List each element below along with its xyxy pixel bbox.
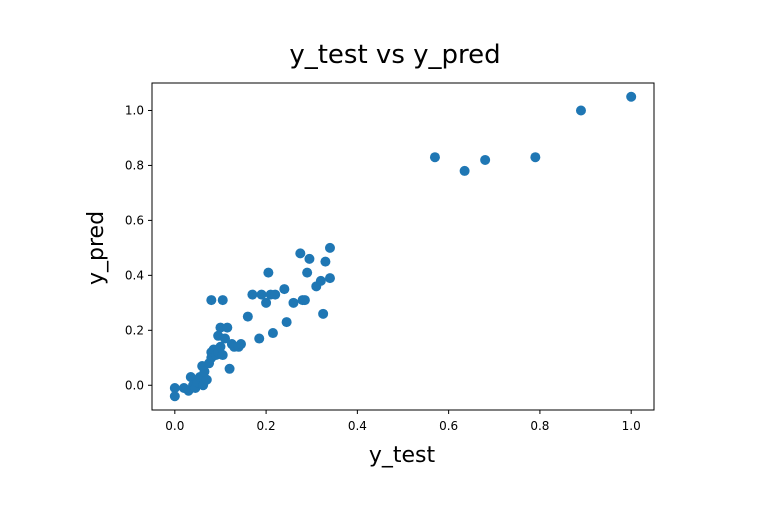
data-point — [247, 289, 258, 300]
data-point — [315, 275, 326, 286]
data-point — [302, 267, 313, 278]
data-point — [304, 253, 315, 264]
y-axis-label: y_pred — [84, 211, 109, 285]
x-tick-label: 0.6 — [439, 419, 458, 433]
data-point — [295, 248, 306, 259]
x-axis-label: y_test — [369, 443, 436, 468]
data-point — [185, 372, 196, 383]
data-point — [320, 256, 331, 267]
data-point — [254, 333, 265, 344]
data-point — [288, 297, 299, 308]
data-point — [256, 289, 267, 300]
data-point — [169, 391, 180, 402]
chart-title: y_test vs y_pred — [289, 40, 500, 70]
data-point — [299, 295, 310, 306]
data-point — [270, 289, 281, 300]
y-tick-label: 1.0 — [125, 103, 144, 117]
data-point — [215, 322, 226, 333]
data-point — [281, 317, 292, 328]
data-point — [206, 295, 217, 306]
x-tick-label: 0.2 — [257, 419, 276, 433]
data-point — [201, 374, 212, 385]
data-point — [429, 152, 440, 163]
data-point — [324, 273, 335, 284]
y-tick-label: 0.2 — [125, 323, 144, 337]
data-point — [263, 267, 274, 278]
x-tick-label: 0.8 — [530, 419, 549, 433]
y-axis-ticks: 0.0 0.2 0.4 0.6 0.8 1.0 — [125, 103, 152, 392]
y-tick-label: 0.8 — [125, 158, 144, 172]
data-point — [267, 328, 278, 339]
data-point — [235, 339, 246, 350]
data-point — [530, 152, 541, 163]
plot-area — [151, 82, 655, 411]
x-tick-label: 0.4 — [348, 419, 367, 433]
data-point — [169, 383, 180, 394]
data-point — [242, 311, 253, 322]
data-point — [215, 341, 226, 352]
data-point — [279, 284, 290, 295]
data-point — [626, 91, 637, 102]
data-point — [318, 308, 329, 319]
data-point — [222, 322, 233, 333]
x-tick-label: 0.0 — [165, 419, 184, 433]
data-point — [199, 366, 210, 377]
data-point — [480, 154, 491, 165]
data-point — [220, 333, 231, 344]
data-point — [217, 295, 228, 306]
data-point — [224, 363, 235, 374]
y-tick-label: 0.4 — [125, 268, 144, 282]
x-tick-label: 1.0 — [622, 419, 641, 433]
scatter-points — [169, 91, 637, 402]
data-point — [324, 242, 335, 253]
data-point — [459, 165, 470, 176]
x-axis-ticks: 0.0 0.2 0.4 0.6 0.8 1.0 — [165, 410, 641, 433]
data-point — [217, 350, 228, 361]
y-tick-label: 0.0 — [125, 378, 144, 392]
data-point — [575, 105, 586, 116]
y-tick-label: 0.6 — [125, 213, 144, 227]
data-point — [261, 297, 272, 308]
